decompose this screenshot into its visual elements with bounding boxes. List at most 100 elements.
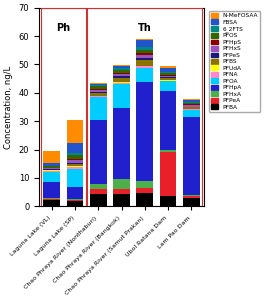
Bar [43, 169, 60, 170]
Bar [183, 110, 200, 117]
Bar [136, 50, 153, 53]
Bar [43, 169, 60, 170]
Bar [136, 40, 153, 47]
Bar [43, 151, 60, 164]
Bar [160, 68, 176, 72]
Bar [136, 193, 153, 206]
Bar [136, 82, 153, 182]
Bar [113, 70, 130, 73]
Bar [113, 73, 130, 74]
Bar [160, 77, 176, 78]
Bar [183, 103, 200, 104]
Bar [43, 164, 60, 166]
Bar [183, 107, 200, 109]
Bar [183, 99, 200, 100]
Bar [160, 66, 176, 68]
Bar [136, 58, 153, 60]
Bar [136, 55, 153, 58]
Bar [183, 109, 200, 110]
Bar [90, 189, 107, 194]
Bar [90, 97, 107, 120]
Bar [136, 47, 153, 50]
Bar [160, 196, 176, 206]
Bar [43, 166, 60, 167]
Bar [90, 92, 107, 93]
Bar [43, 168, 60, 169]
Legend: N-MeFOSAA, FBSA, 6_2FTS, PFOS, PFHpS, PFHxS, PFPeS, PFBS, PFUdA, PFNA, PFOA, PFH: N-MeFOSAA, FBSA, 6_2FTS, PFOS, PFHpS, PF… [209, 11, 260, 112]
Text: Ph: Ph [56, 22, 70, 32]
Bar [90, 96, 107, 97]
Bar [43, 167, 60, 168]
Bar [90, 86, 107, 89]
Bar [113, 78, 130, 82]
Bar [67, 167, 83, 169]
Bar [67, 154, 83, 159]
Bar [183, 106, 200, 107]
Bar [67, 143, 83, 153]
Bar [67, 201, 83, 206]
Bar [43, 198, 60, 199]
Bar [160, 76, 176, 77]
Y-axis label: Concentration, ng/L: Concentration, ng/L [4, 65, 13, 148]
Bar [67, 188, 83, 199]
Bar [183, 198, 200, 206]
Bar [90, 184, 107, 189]
Bar [67, 160, 83, 163]
Bar [160, 75, 176, 76]
Bar [113, 84, 130, 108]
Bar [90, 194, 107, 206]
Bar [113, 74, 130, 76]
Bar [160, 152, 176, 196]
Bar [90, 90, 107, 92]
Bar [160, 78, 176, 80]
Bar [183, 102, 200, 103]
Bar [113, 83, 130, 84]
Bar [67, 164, 83, 166]
Bar [67, 169, 83, 188]
Bar [183, 100, 200, 102]
Bar [43, 200, 60, 206]
Bar [113, 179, 130, 189]
Bar [67, 153, 83, 154]
Bar [43, 199, 60, 200]
Bar [67, 163, 83, 164]
Bar [43, 170, 60, 171]
Bar [113, 68, 130, 70]
Bar [183, 105, 200, 106]
Bar [160, 72, 176, 73]
Bar [183, 117, 200, 195]
Bar [136, 188, 153, 193]
Bar [67, 200, 83, 201]
Bar [160, 92, 176, 150]
Bar [136, 66, 153, 68]
Bar [183, 196, 200, 198]
Bar [160, 80, 176, 81]
Bar [136, 60, 153, 66]
Bar [136, 53, 153, 55]
Bar [160, 81, 176, 82]
Bar [183, 104, 200, 105]
Bar [160, 73, 176, 75]
Bar [90, 120, 107, 184]
Bar [90, 89, 107, 90]
Bar [136, 182, 153, 188]
Bar [41, 8, 86, 206]
Bar [160, 82, 176, 92]
Bar [43, 182, 60, 198]
Bar [113, 66, 130, 68]
Bar [113, 82, 130, 83]
Bar [43, 171, 60, 172]
Bar [90, 93, 107, 96]
Bar [90, 84, 107, 85]
Bar [136, 39, 153, 40]
Bar [90, 83, 107, 84]
Bar [67, 199, 83, 200]
Bar [87, 8, 202, 206]
Bar [113, 108, 130, 179]
Bar [160, 150, 176, 152]
Text: Th: Th [138, 22, 152, 32]
Bar [67, 159, 83, 160]
Bar [183, 195, 200, 196]
Bar [113, 65, 130, 66]
Bar [43, 172, 60, 182]
